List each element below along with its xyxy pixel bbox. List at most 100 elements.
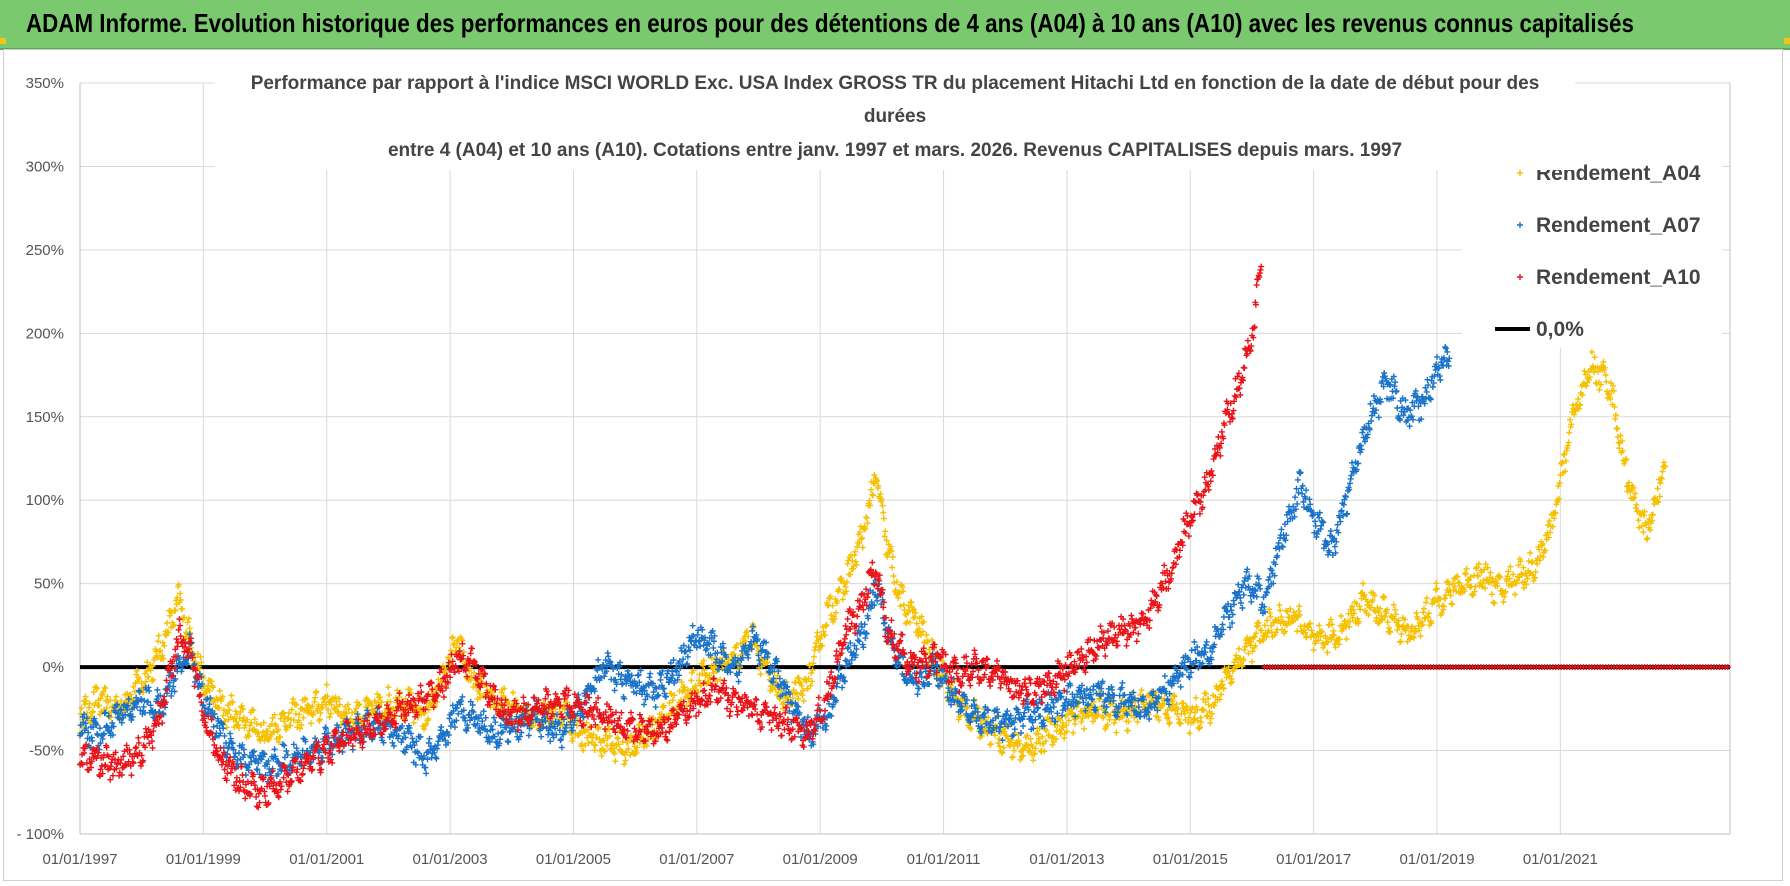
data-point — [417, 682, 424, 689]
data-point — [1037, 713, 1044, 720]
data-point — [168, 609, 175, 616]
data-point — [1423, 388, 1430, 395]
data-point — [501, 685, 508, 692]
data-point — [244, 732, 251, 739]
data-point — [717, 676, 724, 683]
data-point — [229, 699, 236, 706]
data-point — [612, 758, 619, 765]
data-point — [500, 693, 507, 699]
data-point — [633, 749, 640, 756]
data-point — [159, 652, 166, 659]
data-point — [623, 749, 630, 756]
data-point — [806, 662, 813, 669]
data-point — [1161, 673, 1168, 680]
data-point — [798, 682, 805, 689]
data-point — [880, 509, 887, 516]
data-point — [695, 689, 702, 696]
data-point — [172, 607, 179, 614]
data-point — [510, 689, 517, 696]
data-point — [142, 678, 149, 685]
data-point — [202, 689, 209, 696]
data-point — [1614, 426, 1621, 432]
data-points — [77, 263, 1731, 811]
data-point — [819, 642, 826, 649]
data-point — [386, 691, 393, 698]
x-tick-label: 01/01/2013 — [1029, 851, 1104, 868]
data-point — [154, 687, 161, 693]
data-point — [1119, 679, 1126, 686]
data-point — [302, 695, 309, 702]
data-point — [1316, 514, 1323, 521]
data-point — [505, 739, 512, 746]
data-point — [809, 678, 815, 685]
data-point — [1294, 476, 1301, 483]
data-point — [1032, 716, 1039, 723]
data-point — [423, 721, 430, 728]
y-tick-label: - 100% — [16, 826, 64, 843]
data-point — [240, 714, 247, 721]
data-point — [710, 670, 717, 677]
data-point — [318, 766, 325, 773]
data-point — [159, 720, 166, 727]
data-point — [621, 761, 628, 768]
data-point — [280, 709, 287, 716]
data-point — [206, 687, 213, 694]
data-point — [800, 697, 807, 704]
data-point — [133, 667, 140, 674]
data-point — [1390, 601, 1397, 608]
data-point — [1338, 507, 1345, 514]
data-point — [1613, 425, 1620, 432]
data-point — [459, 693, 466, 700]
data-point — [316, 716, 323, 723]
series-rendement-a04 — [77, 349, 1669, 768]
data-point — [275, 726, 282, 733]
data-point — [1375, 414, 1382, 421]
data-point — [1588, 349, 1595, 355]
data-point — [1633, 501, 1640, 508]
data-point — [335, 708, 342, 715]
data-point — [847, 571, 854, 578]
data-point — [226, 707, 233, 713]
data-point — [290, 696, 297, 703]
data-point — [90, 689, 97, 696]
data-point — [96, 702, 103, 709]
data-point — [823, 621, 830, 628]
data-point — [859, 544, 866, 551]
data-point — [1134, 718, 1141, 725]
data-point — [634, 744, 641, 751]
y-tick-label: 50% — [34, 576, 64, 593]
data-point — [831, 616, 838, 622]
data-point — [219, 693, 226, 700]
data-point — [164, 620, 170, 626]
data-point — [811, 653, 817, 660]
data-point — [177, 596, 184, 603]
data-point — [154, 654, 161, 661]
data-point — [611, 687, 618, 694]
data-point — [186, 615, 192, 622]
x-tick-label: 01/01/2019 — [1399, 851, 1474, 868]
data-point — [699, 670, 706, 677]
data-point — [175, 581, 182, 588]
data-point — [1235, 645, 1242, 652]
data-point — [251, 716, 258, 723]
data-point — [477, 694, 484, 701]
data-point — [754, 643, 761, 650]
x-tick-label: 01/01/2007 — [659, 851, 734, 868]
data-point — [1357, 606, 1364, 613]
y-tick-label: 300% — [26, 158, 64, 175]
data-point — [789, 694, 796, 701]
data-point — [97, 695, 104, 702]
data-point — [96, 711, 103, 718]
corner-marker-right — [1784, 38, 1790, 44]
data-point — [793, 691, 800, 698]
data-point — [78, 705, 85, 712]
data-point — [897, 603, 904, 610]
data-point — [889, 564, 896, 571]
data-point — [1253, 593, 1260, 600]
data-point — [647, 670, 654, 677]
data-point — [1470, 592, 1477, 599]
data-point — [237, 709, 244, 715]
data-point — [442, 665, 449, 672]
data-point — [1475, 573, 1482, 580]
data-point — [1061, 735, 1068, 742]
